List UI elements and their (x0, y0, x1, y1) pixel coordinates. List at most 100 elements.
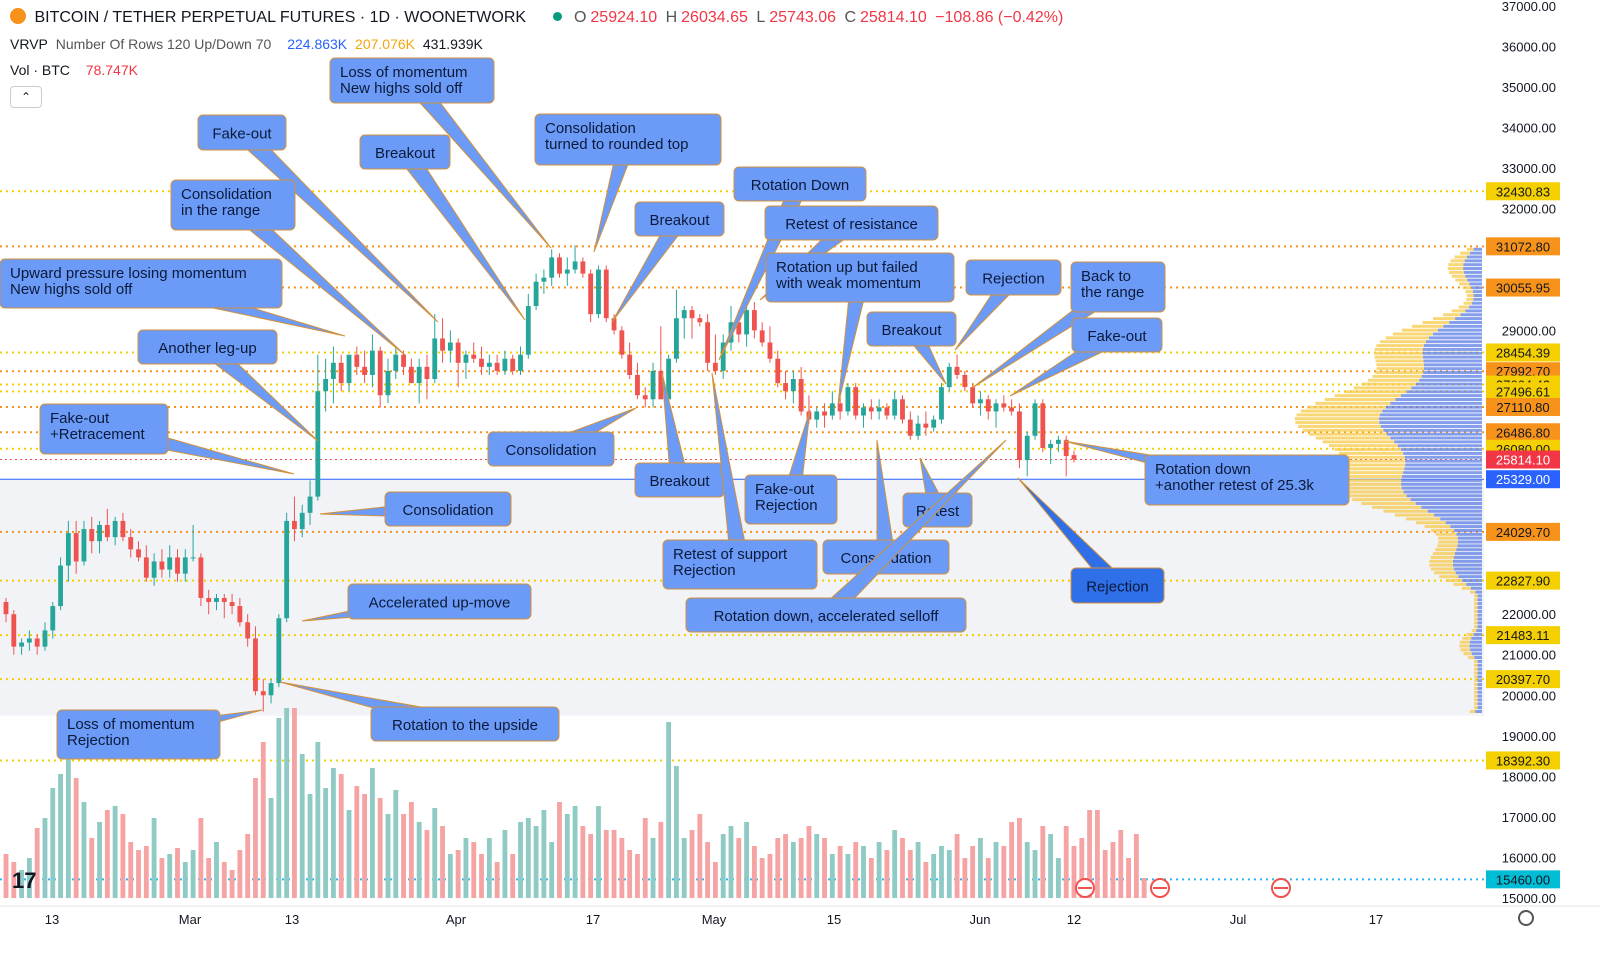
symbol-title[interactable]: BITCOIN / TETHER PERPETUAL FUTURES · 1D … (34, 9, 527, 26)
candle (837, 403, 843, 412)
callout-box[interactable] (662, 539, 818, 590)
candle (705, 322, 711, 363)
volume-profile-bar (1374, 355, 1423, 359)
candle (42, 630, 48, 647)
callout-box[interactable] (634, 201, 725, 237)
candle (1001, 403, 1007, 408)
candle (1063, 439, 1069, 457)
callout-box[interactable] (534, 113, 722, 166)
volume-bar (393, 790, 399, 898)
volume-bar (1110, 842, 1116, 898)
callout-box[interactable] (347, 583, 532, 620)
volume-bar (284, 708, 290, 898)
callout-box[interactable] (685, 597, 967, 633)
volume-profile-bar (1454, 528, 1482, 532)
callout-box[interactable] (359, 134, 451, 170)
settings-gear-icon[interactable] (1518, 910, 1534, 926)
y-tick-label: 18000.00 (1502, 769, 1556, 784)
volume-profile-bar (1376, 344, 1424, 348)
callout-text: Breakout (649, 212, 710, 229)
volume-profile-bar (1466, 297, 1474, 301)
candle (104, 524, 110, 538)
callout-box[interactable] (137, 329, 278, 365)
callout-box[interactable] (197, 114, 287, 151)
candle (666, 358, 672, 400)
candle (829, 403, 835, 416)
volume-profile-bar (1477, 617, 1482, 621)
volume-profile-bar (1474, 617, 1478, 621)
volume-profile-bar (1374, 347, 1423, 351)
time-axis[interactable] (0, 906, 1600, 955)
y-tick-label: 37000.00 (1502, 0, 1556, 14)
volume-profile-bar (1477, 613, 1482, 617)
volume-profile-bar (1468, 656, 1475, 660)
callout-box[interactable] (765, 252, 955, 303)
candle (681, 310, 687, 319)
volume-bar (253, 778, 258, 898)
callout-box[interactable] (384, 491, 512, 527)
candle (993, 403, 999, 412)
callout-box[interactable] (1144, 454, 1350, 506)
candle (1071, 455, 1077, 460)
vrvp-legend[interactable]: VRVP Number Of Rows 120 Up/Down 70 224.8… (10, 36, 487, 52)
callout-box[interactable] (764, 205, 939, 241)
volume-profile-bar (1431, 528, 1455, 532)
volume-bar (315, 742, 321, 898)
volume-bar (221, 862, 227, 898)
candle (11, 614, 17, 647)
volume-bar (822, 838, 827, 898)
candle (1055, 439, 1061, 444)
collapse-legend-button[interactable]: ⌃ (10, 86, 42, 108)
callout-box[interactable] (733, 166, 867, 202)
volume-profile-bar (1472, 290, 1482, 294)
volume-bar (245, 834, 251, 898)
volume-legend[interactable]: Vol · BTC 78.747K (10, 62, 142, 78)
candle (89, 529, 95, 542)
callout-box[interactable] (329, 57, 495, 104)
volume-bar (993, 842, 999, 898)
candle (931, 419, 937, 428)
callout-box[interactable] (370, 706, 560, 742)
callout-box[interactable] (56, 709, 221, 760)
volume-bar (229, 870, 235, 898)
callout-box[interactable] (965, 259, 1062, 296)
volume-bar (50, 788, 56, 898)
candle (253, 638, 258, 692)
volume-profile-bar (1367, 378, 1420, 382)
callout-box[interactable] (0, 258, 283, 309)
candle (915, 423, 921, 436)
callout-box[interactable] (39, 403, 169, 455)
callout-box[interactable] (1070, 567, 1165, 604)
volume-profile-bar (1385, 405, 1482, 409)
volume-bar (1079, 838, 1085, 898)
callout-box[interactable] (487, 431, 615, 467)
volume-profile-bar (1411, 324, 1444, 328)
candle (362, 366, 368, 375)
volume-profile-bar (1474, 686, 1478, 690)
callout-box[interactable] (1070, 261, 1166, 313)
candle (985, 399, 991, 412)
candle (245, 622, 251, 639)
callout-box[interactable] (1071, 317, 1163, 353)
volume-profile-bar (1464, 259, 1482, 263)
ohlc-high: 26034.65 (681, 9, 748, 26)
volume-profile-bar (1401, 482, 1482, 486)
volume-bar (237, 850, 243, 898)
volume-bar (136, 850, 141, 898)
callout-text: New highs sold off (340, 80, 463, 97)
callout-box[interactable] (170, 179, 296, 231)
callout-box[interactable] (744, 474, 838, 525)
callout-box[interactable] (866, 311, 957, 347)
volume-profile-bar (1421, 374, 1482, 378)
volume-bar (362, 794, 368, 898)
volume-bar (120, 814, 126, 898)
volume-profile-bar (1474, 706, 1478, 710)
candle (1024, 435, 1030, 461)
candle (572, 261, 578, 270)
vrvp-up-value: 224.863K (287, 36, 348, 52)
callout-text: Consolidation (545, 120, 636, 137)
volume-profile-bar (1434, 571, 1456, 575)
price-level-label: 28454.39 (1496, 345, 1550, 360)
volume-profile-bar (1428, 336, 1482, 340)
